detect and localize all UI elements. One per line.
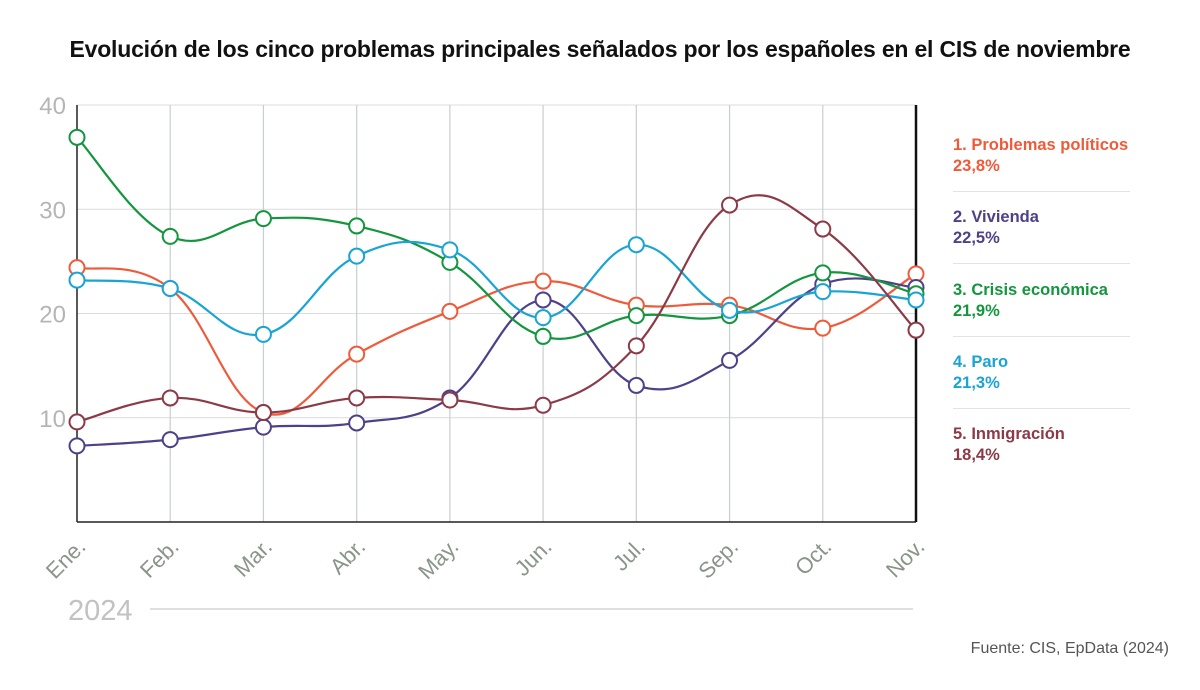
legend-series-name: 3. Crisis económica	[953, 281, 1108, 299]
data-point-series-5	[814, 220, 832, 238]
legend-item: 4. Paro 21,3%	[953, 352, 1130, 394]
legend-item: 5. Inmigración 18,4%	[953, 424, 1130, 466]
legend-item: 3. Crisis económica 21,9%	[953, 280, 1130, 322]
data-point-series-2	[627, 376, 645, 394]
legend-series-value: 23,8%	[953, 157, 1000, 175]
series-line-4	[76, 240, 917, 337]
x-tick-label: Jun.	[510, 534, 557, 581]
data-point-series-1	[441, 302, 459, 320]
y-tick-label: 40	[39, 93, 66, 120]
data-point-series-3	[161, 227, 179, 245]
data-point-series-5	[627, 337, 645, 355]
x-tick-label: Jul.	[608, 534, 650, 576]
data-point-series-2	[254, 418, 272, 436]
data-point-series-3	[254, 210, 272, 228]
data-point-series-3	[68, 128, 86, 146]
data-point-series-5	[254, 404, 272, 422]
data-point-series-2	[68, 437, 86, 455]
data-point-series-5	[441, 391, 459, 409]
legend-series-value: 21,3%	[953, 374, 1000, 392]
data-point-series-4	[814, 283, 832, 301]
x-tick-label: Abr.	[325, 534, 370, 579]
data-point-series-2	[721, 351, 739, 369]
x-tick-label: Nov.	[881, 534, 930, 583]
data-point-series-5	[534, 396, 552, 414]
data-point-series-4	[627, 236, 645, 254]
x-tick-label: Sep.	[693, 534, 743, 584]
legend-series-name: 1. Problemas políticos	[953, 136, 1129, 154]
series-line-5	[76, 194, 917, 423]
source-note: Fuente: CIS, EpData (2024)	[970, 640, 1169, 657]
data-point-series-4	[68, 271, 86, 289]
data-point-series-4	[441, 241, 459, 259]
year-label: 2024	[68, 595, 133, 627]
legend-series-name: 2. Vivienda	[953, 208, 1039, 226]
data-point-series-4	[348, 247, 366, 265]
legend-series-value: 22,5%	[953, 229, 1000, 247]
data-point-series-4	[907, 291, 925, 309]
legend-series-value: 18,4%	[953, 446, 1000, 464]
data-point-series-4	[161, 279, 179, 297]
data-point-series-5	[907, 321, 925, 339]
data-point-series-4	[254, 325, 272, 343]
data-point-series-5	[721, 196, 739, 214]
chart-title: Evolución de los cinco problemas princip…	[69, 36, 1131, 62]
legend-separator	[953, 336, 1130, 337]
series-line-1	[76, 266, 917, 416]
x-tick-label: Ene.	[41, 534, 91, 584]
legend-series-value: 21,9%	[953, 302, 1000, 320]
data-point-series-5	[68, 413, 86, 431]
data-point-series-2	[534, 291, 552, 309]
data-point-series-2	[161, 431, 179, 449]
y-tick-label: 10	[39, 406, 66, 433]
data-point-series-1	[814, 319, 832, 337]
legend-item: 2. Vivienda 22,5%	[953, 207, 1130, 249]
legend-item: 1. Problemas políticos 23,8%	[953, 135, 1130, 177]
legend-series-name: 5. Inmigración	[953, 425, 1065, 443]
legend-separator	[953, 263, 1130, 264]
data-point-series-1	[348, 345, 366, 363]
x-tick-label: Mar.	[229, 534, 277, 582]
x-tick-label: Feb.	[135, 534, 184, 583]
y-tick-label: 20	[39, 302, 66, 329]
data-point-series-3	[348, 217, 366, 235]
data-point-series-4	[534, 309, 552, 327]
legend-separator	[953, 408, 1130, 409]
data-point-series-3	[814, 264, 832, 282]
y-tick-label: 30	[39, 197, 66, 224]
series-line-3	[76, 136, 917, 340]
data-point-series-4	[721, 301, 739, 319]
legend-series-name: 4. Paro	[953, 353, 1009, 371]
legend-separator	[953, 191, 1130, 192]
data-point-series-2	[348, 414, 366, 432]
data-point-series-1	[534, 272, 552, 290]
data-point-series-3	[627, 307, 645, 325]
data-point-series-3	[534, 327, 552, 345]
x-tick-label: May.	[413, 534, 463, 584]
data-point-series-5	[161, 389, 179, 407]
x-tick-label: Oct.	[790, 534, 836, 580]
data-point-series-5	[348, 389, 366, 407]
